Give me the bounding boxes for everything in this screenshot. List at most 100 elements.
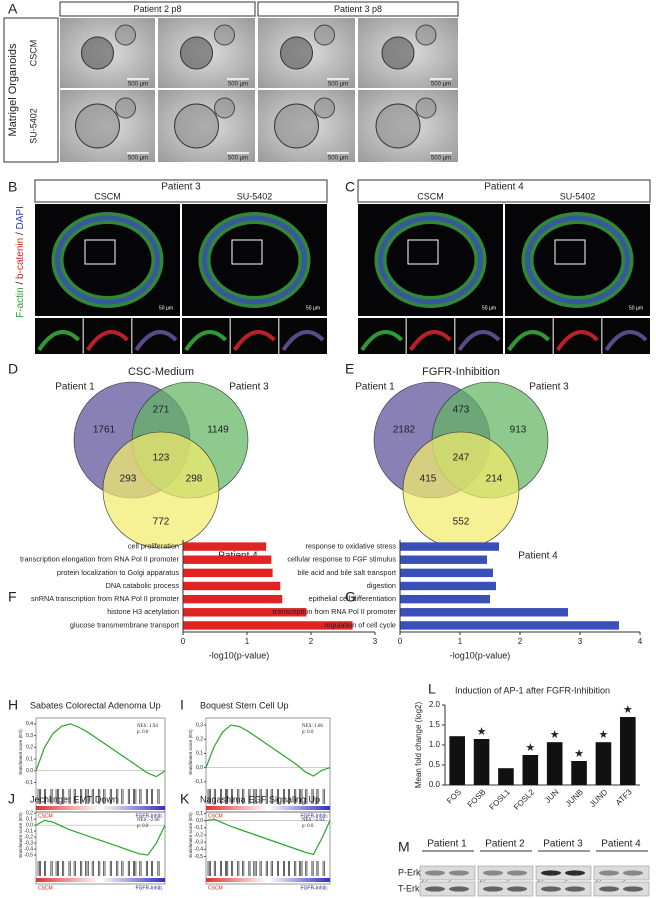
y-tick-label: 1.0 <box>429 740 441 749</box>
x-tick-label: 0 <box>181 637 186 646</box>
bar <box>400 555 487 564</box>
chart-title: Induction of AP-1 after FGFR-Inhibition <box>455 685 610 695</box>
blot-band <box>623 870 643 876</box>
y-tick-label: -0,1 <box>194 825 203 831</box>
y-tick-label: 0,0 <box>26 822 33 828</box>
blot-band <box>565 886 585 892</box>
blot <box>419 881 476 897</box>
tissue <box>202 215 307 305</box>
zoom-signal <box>408 330 452 352</box>
zoom-signal <box>85 330 129 352</box>
y-tick-label: 0,1 <box>26 816 33 822</box>
panel-title: Patient 4 <box>484 182 524 193</box>
panel-label: F <box>8 589 17 605</box>
category-label: bile acid and bile salt transport <box>297 568 396 577</box>
bar <box>183 568 273 578</box>
bar <box>400 568 493 578</box>
venn-count: 552 <box>453 517 470 528</box>
x-axis-label: -log10(p-value) <box>209 650 270 660</box>
blot <box>535 865 592 881</box>
zoom-signal <box>360 330 404 352</box>
zoom-signal <box>457 330 501 352</box>
bar <box>400 621 619 630</box>
y-tick-label: 0,1 <box>196 751 203 757</box>
phenotype-label: FGFR-Inhib. <box>135 885 163 891</box>
enrichment-curve <box>205 818 331 856</box>
bar <box>522 755 539 785</box>
annotation: p: 0.0 <box>137 824 149 829</box>
zoom-signal <box>184 330 228 352</box>
significance-marker: ★ <box>599 729 609 741</box>
column-header: Patient 2 p8 <box>133 4 181 14</box>
x-tick-label: 1 <box>245 637 250 646</box>
blot-band <box>425 886 445 892</box>
organoid <box>415 97 437 119</box>
panel-label: A <box>8 1 18 17</box>
blot-band <box>565 870 585 876</box>
bar <box>183 608 307 617</box>
blot <box>593 865 650 881</box>
roi-box <box>407 239 439 265</box>
roi-box <box>84 239 116 265</box>
y-tick-label: -0,1 <box>24 828 33 834</box>
y-tick-label: 0,4 <box>26 721 33 727</box>
bar <box>183 542 267 551</box>
panel-label: D <box>8 361 18 377</box>
category-label: snRNA transcription from RNA Pol II prom… <box>31 594 180 603</box>
blot-band <box>599 870 619 876</box>
organoid <box>280 36 313 70</box>
y-tick-label: -0,2 <box>24 834 33 840</box>
significance-marker: ★ <box>574 748 584 760</box>
bar <box>595 742 612 785</box>
organoid <box>115 97 136 119</box>
stain-label-part: F-actin <box>15 287 26 318</box>
scale-bar-label: 50 µm <box>159 305 173 311</box>
zoom-signal <box>507 330 551 352</box>
row-label: P-Erk <box>398 867 421 877</box>
venn-count: 214 <box>486 474 503 485</box>
y-tick-label: -0,1 <box>24 780 33 786</box>
panel-label: G <box>345 589 356 605</box>
organoid <box>75 103 120 149</box>
scale-bar-label: 50 µm <box>482 305 496 311</box>
annotation: NES: -2.03 <box>302 818 325 823</box>
organoid <box>415 24 437 46</box>
venn-count: 772 <box>153 517 170 528</box>
category-label: DNA catabolic process <box>106 581 180 590</box>
y-tick-label: 0,2 <box>26 745 33 751</box>
annotation: NES: 1.94 <box>137 724 158 729</box>
organoid <box>174 103 219 149</box>
scale-bar-label: 500 µm <box>431 156 451 162</box>
gsea-title: Sabates Colorectal Adenoma Up <box>30 700 161 710</box>
venn-title: CSC-Medium <box>128 366 194 378</box>
x-tick-label: 2 <box>518 637 523 646</box>
category-label: protein localization to Golgi apparatus <box>57 568 179 577</box>
scale-bar-label: 500 µm <box>228 156 248 162</box>
gsea-title: Nagashima EGF Signaling Up <box>200 794 320 804</box>
organoid <box>115 24 136 46</box>
rank-strip <box>206 806 330 810</box>
bar <box>400 594 490 604</box>
scale-bar-label: 500 µm <box>328 82 348 88</box>
y-tick-label: 0,0 <box>196 818 203 824</box>
bar <box>183 555 272 564</box>
y-tick-label: 0,1 <box>196 811 203 817</box>
plot-frame <box>35 811 166 885</box>
blot <box>419 865 476 881</box>
panel-label: M <box>398 839 410 855</box>
stain-label-part: DAPI <box>15 206 26 229</box>
gsea-title: Jechlinger EMT Down <box>30 794 118 804</box>
bar <box>620 717 636 785</box>
blot-band <box>507 870 527 876</box>
blot <box>535 881 592 897</box>
organoid <box>214 24 235 46</box>
y-tick-label: -0,3 <box>24 840 33 846</box>
stain-label-part: b-catenin <box>15 238 26 279</box>
venn-count: 293 <box>120 474 137 485</box>
column-label: CSCM <box>417 191 444 201</box>
patient-label: Patient 2 <box>485 839 525 850</box>
venn-set-label: Patient 1 <box>55 382 95 393</box>
panel-title: Patient 3 <box>161 182 201 193</box>
bar <box>400 542 499 551</box>
venn-title: FGFR-Inhibition <box>422 366 500 378</box>
